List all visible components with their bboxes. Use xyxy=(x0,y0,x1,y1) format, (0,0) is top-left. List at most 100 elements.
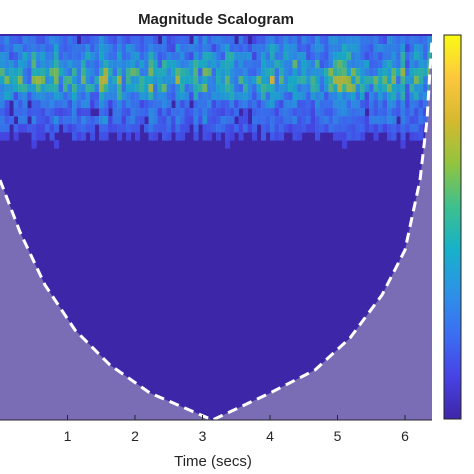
heatmap-cell xyxy=(36,36,42,45)
heatmap-cell xyxy=(211,52,217,61)
heatmap-cell xyxy=(306,124,312,133)
heatmap-cell xyxy=(234,76,240,85)
heatmap-cell xyxy=(193,76,199,85)
x-axis-label: Time (secs) xyxy=(174,453,252,470)
heatmap-cell xyxy=(198,52,204,61)
heatmap-cell xyxy=(175,44,181,53)
heatmap-cell xyxy=(360,52,366,61)
heatmap-cell xyxy=(315,44,321,53)
heatmap-cell xyxy=(171,44,177,53)
heatmap-cell xyxy=(130,60,136,69)
heatmap-cell xyxy=(207,68,213,77)
heatmap-cell xyxy=(252,108,258,117)
heatmap-cell xyxy=(387,52,393,61)
heatmap-cell xyxy=(351,92,357,101)
heatmap-cell xyxy=(76,76,82,85)
heatmap-cell xyxy=(72,132,78,141)
heatmap-cell xyxy=(238,116,244,125)
heatmap-cell xyxy=(220,116,226,125)
heatmap-cell xyxy=(306,36,312,45)
heatmap-cell xyxy=(180,124,186,133)
heatmap-cell xyxy=(292,60,298,69)
heatmap-cell xyxy=(148,100,154,109)
heatmap-cell xyxy=(49,68,55,77)
heatmap-cell xyxy=(207,108,213,117)
heatmap-cell xyxy=(301,36,307,45)
heatmap-cell xyxy=(126,84,132,93)
heatmap-cell xyxy=(108,60,114,69)
heatmap-cell xyxy=(423,36,429,45)
heatmap-cell xyxy=(103,116,109,125)
heatmap-cell xyxy=(423,108,429,117)
heatmap-cell xyxy=(346,76,352,85)
heatmap-cell xyxy=(193,124,199,133)
heatmap-cell xyxy=(252,60,258,69)
heatmap-cell xyxy=(153,60,159,69)
heatmap-cell xyxy=(72,108,78,117)
heatmap-cell xyxy=(265,100,271,109)
heatmap-cell xyxy=(211,36,217,45)
heatmap-cell xyxy=(247,44,253,53)
heatmap-cell xyxy=(22,92,28,101)
heatmap-cell xyxy=(364,76,370,85)
heatmap-cell xyxy=(36,108,42,117)
heatmap-cell xyxy=(99,116,105,125)
heatmap-cell xyxy=(153,52,159,61)
heatmap-cell xyxy=(238,68,244,77)
heatmap-cell xyxy=(342,60,348,69)
heatmap-cell xyxy=(387,84,393,93)
heatmap-cell xyxy=(396,92,402,101)
heatmap-cell xyxy=(337,92,343,101)
heatmap-cell xyxy=(288,60,294,69)
heatmap-cell xyxy=(220,68,226,77)
heatmap-cell xyxy=(265,84,271,93)
heatmap-cell xyxy=(337,44,343,53)
heatmap-cell xyxy=(121,100,127,109)
heatmap-cell xyxy=(18,68,24,77)
heatmap-cell xyxy=(409,52,415,61)
heatmap-cell xyxy=(301,44,307,53)
heatmap-cell xyxy=(135,108,141,117)
heatmap-cell xyxy=(256,60,262,69)
heatmap-cell xyxy=(76,132,82,141)
heatmap-cell xyxy=(112,116,118,125)
heatmap-cell xyxy=(31,36,37,45)
heatmap-cell xyxy=(423,52,429,61)
heatmap-cell xyxy=(144,52,150,61)
heatmap-cell xyxy=(382,44,388,53)
heatmap-cell xyxy=(342,52,348,61)
heatmap-cell xyxy=(346,100,352,109)
heatmap-cell xyxy=(27,84,33,93)
heatmap-cell xyxy=(225,100,231,109)
heatmap-cell xyxy=(72,100,78,109)
heatmap-cell xyxy=(18,124,24,133)
x-axis: 1 2 3 4 5 6 xyxy=(0,415,432,444)
heatmap-cell xyxy=(400,108,406,117)
heatmap-cell xyxy=(409,60,415,69)
heatmap-cell xyxy=(184,52,190,61)
heatmap-cell xyxy=(157,100,163,109)
heatmap-cell xyxy=(63,44,69,53)
heatmap-cell xyxy=(229,52,235,61)
heatmap-cell xyxy=(220,100,226,109)
heatmap-cell xyxy=(171,76,177,85)
heatmap-cell xyxy=(288,116,294,125)
heatmap-cell xyxy=(135,60,141,69)
heatmap-cell xyxy=(94,116,100,125)
heatmap-cell xyxy=(225,52,231,61)
heatmap-cell xyxy=(252,84,258,93)
heatmap-cell xyxy=(117,108,123,117)
heatmap-cell xyxy=(166,100,172,109)
heatmap-cell xyxy=(13,124,19,133)
heatmap-cell xyxy=(81,84,87,93)
heatmap-cell xyxy=(279,84,285,93)
heatmap-cell xyxy=(139,36,145,45)
heatmap-cell xyxy=(229,68,235,77)
heatmap-cell xyxy=(306,44,312,53)
heatmap-cell xyxy=(31,52,37,61)
heatmap-cell xyxy=(108,116,114,125)
heatmap-cell xyxy=(315,124,321,133)
heatmap-cell xyxy=(243,124,249,133)
heatmap-cell xyxy=(76,52,82,61)
heatmap-cell xyxy=(333,52,339,61)
